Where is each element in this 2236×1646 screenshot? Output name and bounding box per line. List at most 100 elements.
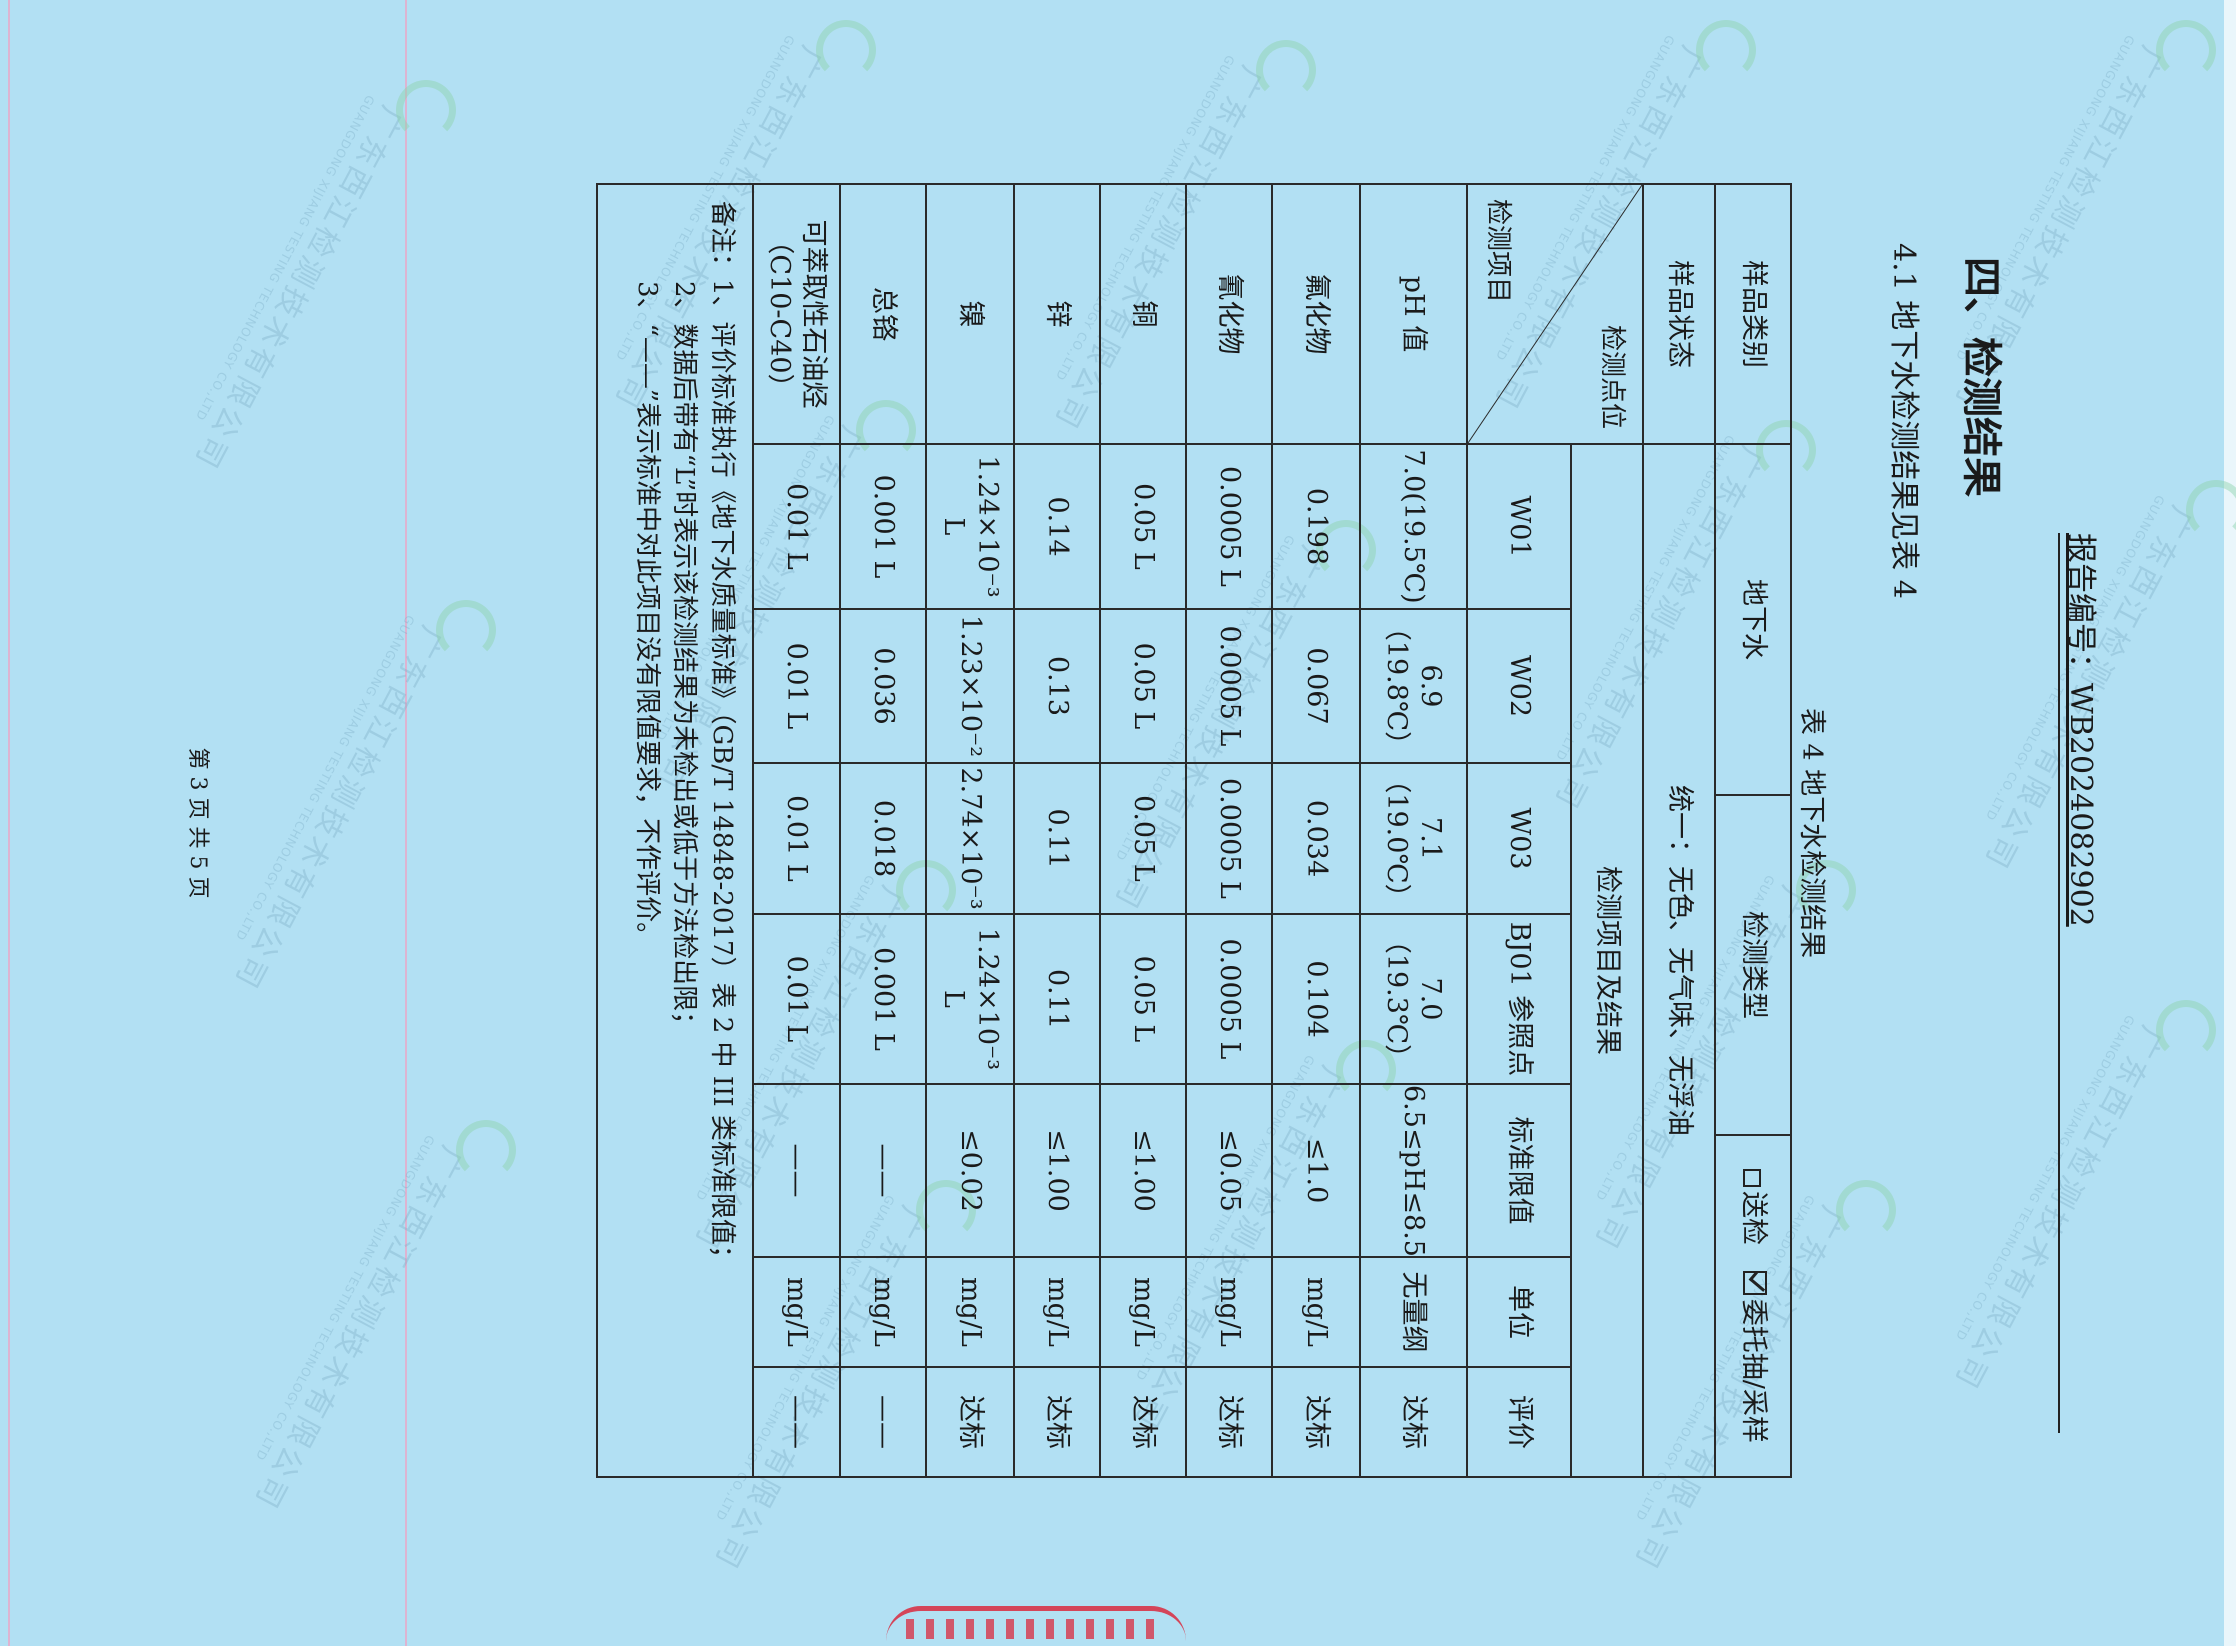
result-cell: 7.0（19.3℃） (1360, 914, 1467, 1084)
table-row: 氰化物 0.0005 L 0.0005 L 0.0005 L 0.0005 L ≤0.05… (1186, 184, 1272, 1478)
watermark: 广东西江检测技术有限公司 GUANGDONG XIJIANG TESTING TE… (233, 1133, 476, 1520)
result-cell: 0.11 (1014, 914, 1100, 1084)
result-cell: 达标 (1100, 1367, 1186, 1478)
entrusted-option-label: 委托抽/采样 (1737, 1298, 1769, 1443)
notes-row: 备注：1、评价标准执行《地下水质量标准》（GB/T 14848-2017）表 2… (597, 184, 753, 1478)
corner-header-cell: 检测点位 检测项目 (1467, 184, 1643, 444)
watermark-logo-icon (2156, 20, 2216, 80)
result-cell: 0.01 L (753, 914, 840, 1084)
corner-point-label: 检测点位 (1597, 324, 1627, 429)
paper-edge (2224, 0, 2236, 1646)
table-row: 锌 0.14 0.13 0.11 0.11 ≤1.00 mg/L 达标 (1014, 184, 1100, 1478)
watermark-company: 广东西江检测技术有限公司 (226, 619, 449, 997)
item-name: 锌 (1014, 184, 1100, 444)
subsection-title: 4.1 地下水检测结果见表 4 (1886, 243, 1921, 599)
item-name: 铜 (1100, 184, 1186, 444)
table-caption: 表 4 地下水检测结果 (1796, 707, 1827, 959)
column-header: 单位 (1467, 1257, 1571, 1367)
result-cell: 0.034 (1272, 763, 1360, 914)
item-name: 总铬 (840, 184, 926, 444)
results-table: 检测点位 检测项目 检测项目及结果 W01 W02 W03 BJ01 参照点 标… (596, 183, 1644, 1478)
watermark: 广东西江检测技术有限公司 GUANGDONG XIJIANG TESTING TE… (1933, 1013, 2176, 1400)
sample-state-value: 统一：无色、无气味、无浮油 (1643, 444, 1715, 1477)
submit-option-label: 送检 (1737, 1191, 1769, 1246)
result-cell: —— (840, 1367, 926, 1478)
watermark-logo-icon (436, 600, 496, 660)
red-seal-stamp (886, 1606, 1186, 1641)
diagonal-line (1468, 185, 1642, 443)
watermark-logo-icon (816, 20, 876, 80)
result-cell: 0.0005 L (1186, 609, 1272, 763)
sample-state-label: 样品状态 (1643, 184, 1715, 444)
binding-edge-line (8, 0, 10, 1646)
sample-type-value: 地下水 (1715, 444, 1791, 795)
result-cell: —— (753, 1367, 840, 1478)
result-cell: 0.018 (840, 763, 926, 914)
binding-margin-line (405, 0, 407, 1646)
result-cell: ≤1.00 (1100, 1084, 1186, 1257)
result-cell: 7.0(19.5℃) (1360, 444, 1467, 609)
table-row: 铜 0.05 L 0.05 L 0.05 L 0.05 L ≤1.00 mg/L 达标 (1100, 184, 1186, 1478)
result-cell: ≤1.00 (1014, 1084, 1100, 1257)
column-header: W02 (1467, 609, 1571, 763)
result-cell: 7.1（19.0℃） (1360, 763, 1467, 914)
watermark-logo-icon (396, 80, 456, 140)
result-cell: mg/L (1186, 1257, 1272, 1367)
result-cell: ≤0.02 (926, 1084, 1014, 1257)
results-body: pH 值 7.0(19.5℃) 6.9（19.8℃） 7.1（19.0℃） 7.0（19… (753, 184, 1467, 1478)
page-number: 第 3 页 共 5 页 (185, 747, 210, 899)
test-type-label: 检测类型 (1715, 795, 1791, 1135)
result-cell: mg/L (926, 1257, 1014, 1367)
watermark-logo-icon (456, 1120, 516, 1180)
item-name: pH 值 (1360, 184, 1467, 444)
column-header: 评价 (1467, 1367, 1571, 1478)
item-name: 氰化物 (1186, 184, 1272, 444)
result-cell: 达标 (1360, 1367, 1467, 1478)
result-cell: —— (753, 1084, 840, 1257)
table-row: 氟化物 0.198 0.067 0.034 0.104 ≤1.0 mg/L 达标 (1272, 184, 1360, 1478)
result-cell: mg/L (1100, 1257, 1186, 1367)
result-cell: 0.13 (1014, 609, 1100, 763)
table-row: pH 值 7.0(19.5℃) 6.9（19.8℃） 7.1（19.0℃） 7.0（19… (1360, 184, 1467, 1478)
sample-state-row: 样品状态 统一：无色、无气味、无浮油 (1643, 184, 1715, 1477)
table-row: 总铬 0.001 L 0.036 0.018 0.001 L —— mg/L —— (840, 184, 926, 1478)
watermark-logo-icon (2156, 1000, 2216, 1060)
result-cell: 达标 (1186, 1367, 1272, 1478)
result-cell: 6.9（19.8℃） (1360, 609, 1467, 763)
column-header: W01 (1467, 444, 1571, 609)
column-header: 标准限值 (1467, 1084, 1571, 1257)
table-row: 可萃取性石油烃（C10-C40） 0.01 L 0.01 L 0.01 L 0.01 L… (753, 184, 840, 1478)
watermark-english: GUANGDONG XIJIANG TESTING TECHNOLOGY CO.… (232, 612, 418, 944)
result-cell: ≤1.0 (1272, 1084, 1360, 1257)
result-cell: 0.05 L (1100, 914, 1186, 1084)
result-cell: 0.036 (840, 609, 926, 763)
result-cell: 达标 (1014, 1367, 1100, 1478)
report-number-value: WB2024082902 (2063, 683, 2098, 927)
submit-checkbox (1742, 1169, 1761, 1188)
result-cell: 1.23×10⁻² (926, 609, 1014, 763)
result-cell: 0.05 L (1100, 444, 1186, 609)
result-cell: 0.067 (1272, 609, 1360, 763)
group-header: 检测项目及结果 (1571, 444, 1643, 1478)
result-cell: 1.24×10⁻³ L (926, 444, 1014, 609)
watermark-logo-icon (1696, 20, 1756, 80)
result-cell: 无量纲 (1360, 1257, 1467, 1367)
result-cell: mg/L (753, 1257, 840, 1367)
result-cell: mg/L (840, 1257, 926, 1367)
result-cell: 2.74×10⁻³ (926, 763, 1014, 914)
note-2: 2、数据后带有“L”时表示该检测结果为未检出或低于方法检出限； (669, 281, 700, 1038)
result-cell: 6.5≤pH≤8.5 (1360, 1084, 1467, 1257)
report-number-label: 报告编号： (2063, 533, 2098, 683)
entrusted-checkbox (1742, 1270, 1767, 1295)
table-row: 镍 1.24×10⁻³ L 1.23×10⁻² 2.74×10⁻³ 1.24×10⁻³ … (926, 184, 1014, 1478)
item-name: 可萃取性石油烃（C10-C40） (753, 184, 840, 444)
column-header: W03 (1467, 763, 1571, 914)
result-cell: 0.01 L (753, 444, 840, 609)
result-cell: 0.01 L (753, 763, 840, 914)
result-cell: 0.0005 L (1186, 444, 1272, 609)
sample-type-row: 样品类别 地下水 检测类型 送检 委托抽/采样 (1715, 184, 1791, 1477)
result-cell: 0.0005 L (1186, 914, 1272, 1084)
result-cell: 0.11 (1014, 763, 1100, 914)
sample-info-table: 样品类别 地下水 检测类型 送检 委托抽/采样 样品状态 统一：无色、无气味、无… (1642, 183, 1792, 1478)
